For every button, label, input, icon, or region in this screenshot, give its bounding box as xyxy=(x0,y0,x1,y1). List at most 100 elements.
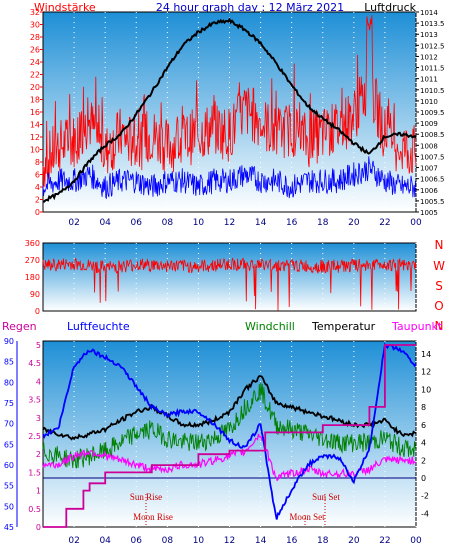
direction-series xyxy=(42,257,417,311)
compass-letter: N xyxy=(435,319,444,333)
wind-tick-label: 22 xyxy=(30,71,40,80)
climate-x-tick-label: 12 xyxy=(224,536,235,546)
wind-tick-label: 0 xyxy=(35,208,40,217)
sun-set-label: Sun Set xyxy=(312,492,340,502)
pressure-tick-label: 1014 xyxy=(420,9,438,17)
pressure-tick-label: 1007.5 xyxy=(420,153,445,161)
windboeen-line xyxy=(42,156,417,200)
wind-tick-label: 30 xyxy=(30,21,40,30)
climate-x-tick-label: 20 xyxy=(348,536,360,546)
humidity-tick-label: 55 xyxy=(4,482,14,491)
wind-x-tick-label: 10 xyxy=(193,218,205,228)
pressure-tick-label: 1006.5 xyxy=(420,176,445,184)
climate-x-tick-label: 02 xyxy=(68,536,79,546)
regen-line xyxy=(43,344,416,528)
humidity-tick-label: 45 xyxy=(4,523,14,532)
pressure-tick-label: 1010.5 xyxy=(420,87,445,95)
pressure-tick-label: 1011 xyxy=(420,76,438,84)
climate-x-tick-label: 18 xyxy=(317,536,329,546)
temperature-tick-label: 2 xyxy=(421,456,426,465)
regen-tick-label: 2.5 xyxy=(28,432,41,441)
windchill-line xyxy=(42,382,417,469)
direction-left-axis: 0 90 180 270 360 xyxy=(25,239,40,316)
pressure-tick-label: 1013.5 xyxy=(420,20,445,28)
humidity-tick-label: 65 xyxy=(4,440,14,449)
direction-tick-label: 360 xyxy=(25,239,40,248)
wind-x-tick-label: 22 xyxy=(379,218,390,228)
wind-x-tick-label: 00 xyxy=(410,218,422,228)
wind-x-tick-label: 02 xyxy=(68,218,79,228)
regen-axis: 0 0.5 1 1.5 2 2.5 3 3.5 4 4.5 5 xyxy=(28,341,41,532)
legend-regen: Regen xyxy=(2,320,37,333)
pressure-tick-label: 1011.5 xyxy=(420,65,445,73)
climate-series xyxy=(42,342,417,528)
climate-x-tick-label: 08 xyxy=(162,536,174,546)
regen-tick-label: 0.5 xyxy=(28,505,41,514)
wind-x-axis: 02 04 06 08 10 12 14 16 18 20 22 00 xyxy=(68,218,422,228)
luftdruck-title: Luftdruck xyxy=(364,1,416,14)
direction-tick-label: 270 xyxy=(25,256,40,265)
wind-tick-label: 28 xyxy=(30,33,40,42)
regen-tick-label: 1.5 xyxy=(28,468,41,477)
temperature-tick-label: 0 xyxy=(421,474,426,483)
regen-tick-label: 4 xyxy=(36,377,41,386)
direction-tick-label: 90 xyxy=(30,290,40,299)
humidity-tick-label: 60 xyxy=(4,461,14,470)
wind-tick-label: 8 xyxy=(35,158,40,167)
wind-tick-label: 2 xyxy=(35,196,40,205)
wind-x-tick-label: 14 xyxy=(255,218,267,228)
wind-tick-label: 26 xyxy=(30,46,40,55)
wind-tick-label: 32 xyxy=(30,8,40,17)
regen-tick-label: 4.5 xyxy=(28,359,41,368)
compass-letter: N xyxy=(435,238,444,252)
wind-tick-label: 4 xyxy=(35,183,40,192)
wind-tick-label: 10 xyxy=(30,146,40,155)
compass-letter: O xyxy=(434,299,443,313)
temperature-tick-label: 12 xyxy=(421,368,431,377)
temperature-tick-label: -4 xyxy=(421,509,429,518)
humidity-axis: 45 50 55 60 65 70 75 80 85 90 xyxy=(4,337,18,532)
climate-x-tick-label: 06 xyxy=(131,536,143,546)
wind-x-tick-label: 04 xyxy=(99,218,111,228)
pressure-tick-label: 1009 xyxy=(420,120,438,128)
wind-tick-label: 18 xyxy=(30,96,40,105)
pressure-tick-label: 1012 xyxy=(420,53,438,61)
pressure-tick-label: 1008.5 xyxy=(420,131,445,139)
climate-plot-area xyxy=(42,340,417,528)
graph-title: 24 hour graph day : 12 März 2021 xyxy=(156,1,344,14)
pressure-tick-label: 1005 xyxy=(420,209,438,217)
humidity-tick-label: 90 xyxy=(4,337,14,346)
wind-series xyxy=(42,15,417,203)
temperature-tick-label: 8 xyxy=(421,403,426,412)
wind-tick-label: 20 xyxy=(30,83,40,92)
humidity-tick-label: 75 xyxy=(4,399,14,408)
luftdruck-line xyxy=(42,17,417,203)
climate-x-axis: 02 04 06 08 10 12 14 16 18 20 22 00 xyxy=(68,536,422,546)
temperature-axis: -4 -2 0 2 4 6 8 10 12 14 xyxy=(421,350,431,518)
humidity-tick-label: 80 xyxy=(4,378,14,387)
temperature-tick-label: 4 xyxy=(421,439,426,448)
climate-x-tick-label: 00 xyxy=(410,536,422,546)
temperature-tick-label: 14 xyxy=(421,350,431,359)
compass-letter: W xyxy=(433,259,445,273)
wind-tick-label: 12 xyxy=(30,133,40,142)
pressure-tick-label: 1008 xyxy=(420,142,438,150)
direction-tick-label: 180 xyxy=(25,273,40,282)
climate-x-tick-label: 16 xyxy=(286,536,298,546)
temperature-tick-label: 10 xyxy=(421,385,431,394)
pressure-tick-label: 1005.5 xyxy=(420,198,445,206)
legend-temperatur: Temperatur xyxy=(311,320,376,333)
climate-x-tick-label: 22 xyxy=(379,536,390,546)
temperature-tick-label: -2 xyxy=(421,492,429,501)
pressure-right-axis: 1005 1005.5 1006 1006.5 1007 1007.5 1008 1008.5… xyxy=(416,9,445,217)
wind-x-tick-label: 12 xyxy=(224,218,235,228)
humidity-tick-label: 85 xyxy=(4,358,14,367)
humidity-tick-label: 50 xyxy=(4,502,14,511)
climate-x-tick-label: 04 xyxy=(99,536,111,546)
wind-x-tick-label: 18 xyxy=(317,218,329,228)
moon-set-label: Moon Set xyxy=(289,512,325,522)
sun-moon-markers: Sun Rise Moon Rise Sun Set Moon Set xyxy=(130,492,340,527)
pressure-tick-label: 1010 xyxy=(420,98,438,106)
